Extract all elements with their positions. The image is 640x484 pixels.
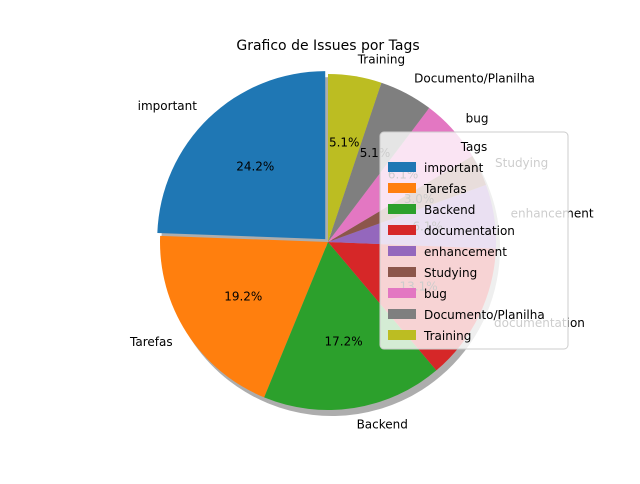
legend-swatch-studying (388, 267, 416, 277)
legend-label-bug: bug (424, 287, 447, 301)
slice-label-important: important (138, 99, 198, 113)
legend-label-documento-planilha: Documento/Planilha (424, 308, 545, 322)
slice-backend (264, 242, 437, 410)
slice-label-bug: bug (466, 112, 489, 126)
pct-label-important: 24.2% (236, 160, 274, 174)
legend-label-documentation: documentation (424, 224, 515, 238)
slice-training (328, 74, 382, 242)
legend-swatch-enhancement (388, 246, 416, 256)
legend-swatch-training (388, 330, 416, 340)
legend-swatch-tarefas (388, 183, 416, 193)
legend-swatch-backend (388, 204, 416, 214)
slice-documento-planilha (328, 82, 430, 243)
legend-box (379, 131, 569, 350)
legend-label-studying: Studying (424, 266, 477, 280)
pct-label-training: 5.1% (329, 136, 360, 150)
slice-label-training: Training (357, 53, 405, 67)
legend-title: Tags (460, 140, 488, 154)
legend-label-backend: Backend (424, 203, 475, 217)
pct-label-tarefas: 19.2% (224, 290, 262, 304)
slice-label-documento-planilha: Documento/Planilha (414, 72, 535, 86)
legend-swatch-documento-planilha (388, 309, 416, 319)
slice-important (157, 71, 326, 240)
pct-label-backend: 17.2% (325, 335, 363, 349)
legend-swatch-bug (388, 288, 416, 298)
slice-tarefas (160, 235, 328, 398)
slice-label-backend: Backend (357, 418, 408, 432)
chart-title: Grafico de Issues por Tags (236, 38, 419, 54)
slice-label-tarefas: Tarefas (129, 335, 173, 349)
legend-label-enhancement: enhancement (424, 245, 507, 259)
legend-label-tarefas: Tarefas (423, 182, 467, 196)
legend: Tags important Tarefas Backend documentation… (379, 131, 569, 350)
legend-label-training: Training (423, 329, 471, 343)
legend-swatch-important (388, 162, 416, 172)
legend-label-important: important (424, 161, 484, 175)
legend-swatch-documentation (388, 225, 416, 235)
